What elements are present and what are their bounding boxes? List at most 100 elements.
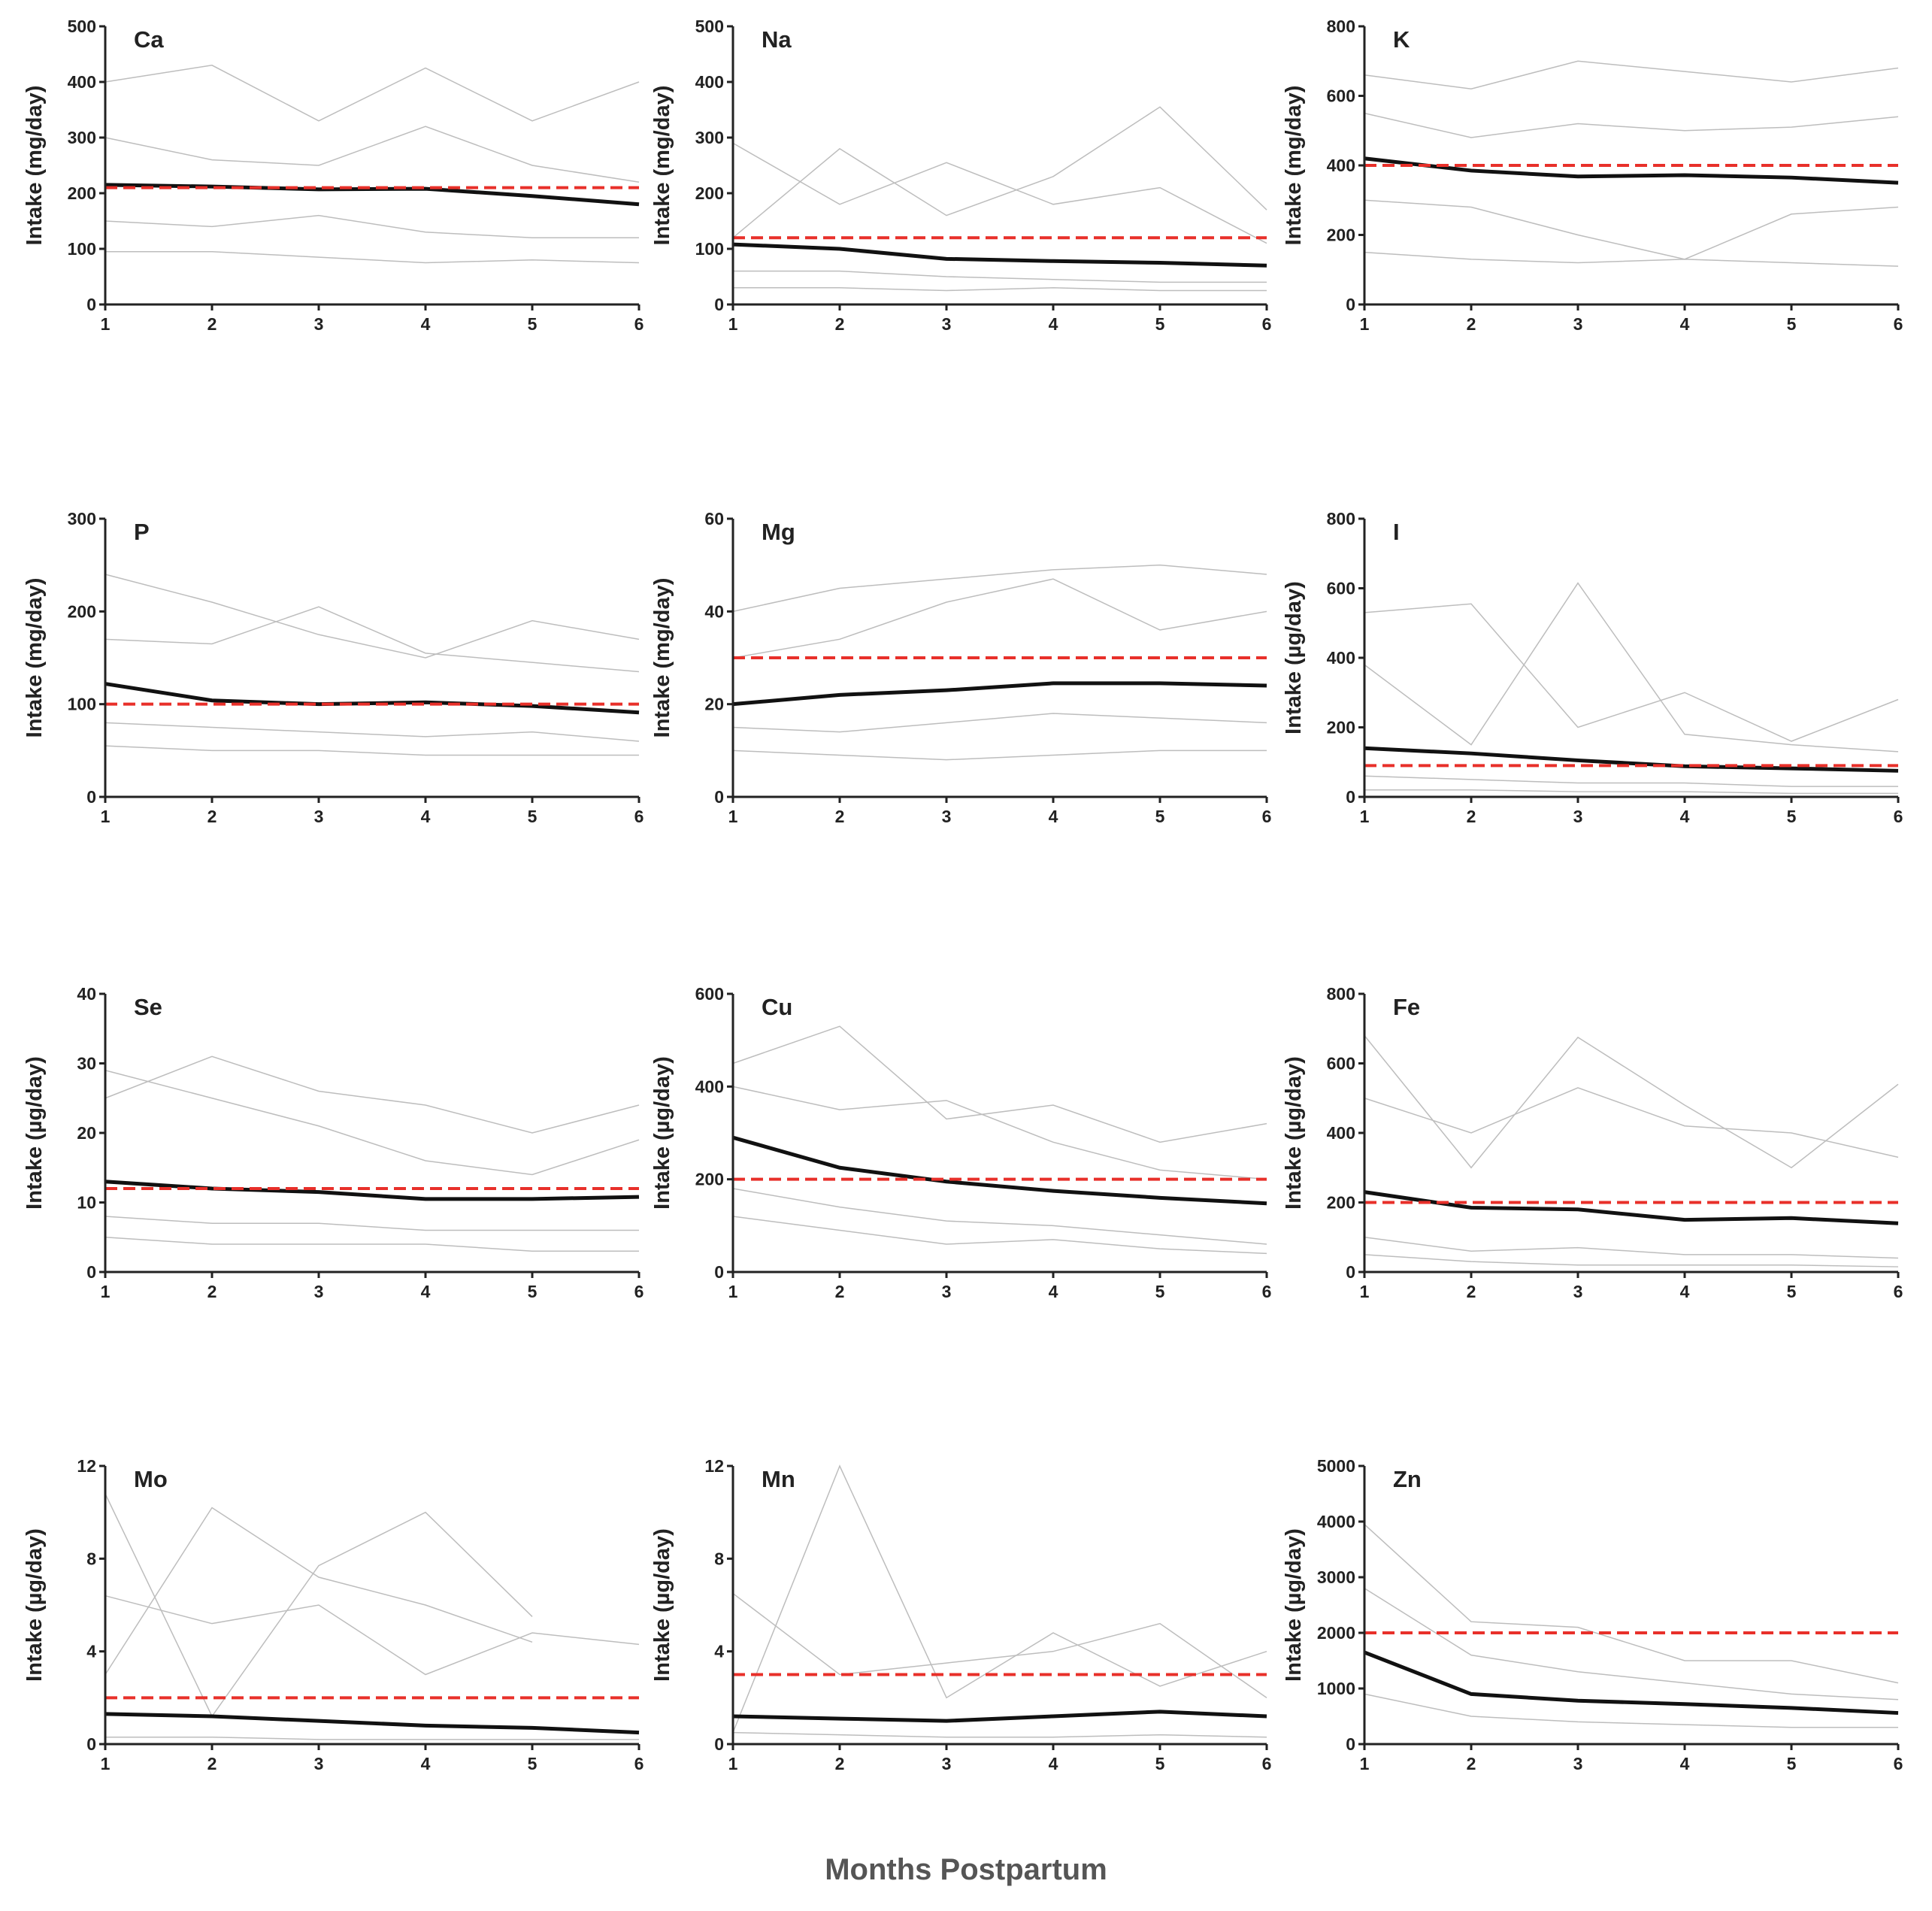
x-tick-label: 6 [634, 314, 644, 334]
series-line [1364, 1254, 1899, 1267]
series-line [104, 682, 640, 715]
series-line [1364, 775, 1898, 787]
x-tick-label: 1 [728, 1754, 738, 1773]
x-tick-label: 5 [528, 807, 538, 826]
y-tick-label: 600 [1327, 1054, 1355, 1074]
y-tick-label: 0 [86, 787, 96, 807]
series-line [732, 1464, 1267, 1733]
y-tick-label: 600 [1327, 579, 1355, 598]
x-tick-label: 2 [207, 1282, 217, 1301]
panel-title: Zn [1393, 1466, 1422, 1492]
panel-title: P [134, 519, 150, 545]
y-tick-label: 8 [714, 1549, 724, 1568]
series-line [104, 1055, 640, 1134]
y-tick-label: 200 [68, 601, 96, 621]
x-tick-label: 3 [942, 807, 952, 826]
x-tick-label: 4 [421, 807, 431, 826]
series-line [104, 1237, 639, 1252]
series-line [104, 1712, 640, 1735]
panel-title: I [1393, 519, 1400, 545]
y-tick-label: 0 [1346, 295, 1355, 314]
series-line [1364, 1190, 1899, 1225]
y-axis-label: Intake (µg/day) [1282, 581, 1306, 734]
y-tick-label: 30 [77, 1054, 96, 1074]
series-line [1364, 60, 1899, 90]
x-tick-label: 3 [314, 314, 324, 334]
x-tick-label: 6 [1262, 314, 1272, 334]
y-tick-label: 0 [714, 295, 724, 314]
x-tick-label: 3 [1573, 807, 1583, 826]
panel-title: Ca [134, 26, 164, 53]
x-tick-label: 5 [1787, 1754, 1797, 1773]
y-tick-label: 800 [1327, 509, 1355, 528]
x-tick-label: 3 [1573, 1754, 1583, 1773]
x-tick-label: 3 [314, 807, 324, 826]
series-line [104, 214, 639, 238]
panel-title: Mn [762, 1466, 795, 1492]
series-line [732, 564, 1267, 613]
x-tick-label: 5 [1787, 314, 1797, 334]
y-tick-label: 200 [695, 183, 724, 203]
x-tick-label: 1 [728, 807, 738, 826]
x-tick-label: 6 [1894, 1282, 1903, 1301]
y-axis-label: Intake (µg/day) [23, 1528, 47, 1682]
x-tick-label: 6 [634, 1754, 644, 1773]
panel-title: Fe [1393, 994, 1420, 1020]
series-line [1364, 1588, 1899, 1701]
x-tick-label: 2 [207, 807, 217, 826]
x-tick-label: 1 [728, 314, 738, 334]
x-tick-label: 6 [1894, 807, 1903, 826]
y-tick-label: 4 [714, 1642, 724, 1661]
x-tick-label: 5 [1787, 807, 1797, 826]
y-tick-label: 0 [86, 295, 96, 314]
series-line [104, 1595, 640, 1676]
y-tick-label: 2000 [1317, 1623, 1355, 1643]
series-line [732, 1086, 1267, 1180]
panel: 0 1000 2000 3000 4000 5000 1 2 3 4 5 6 Zn Intake (µg/… [1282, 1456, 1903, 1773]
series-line [732, 681, 1267, 707]
series-line [104, 745, 639, 756]
panel: 0 200 400 600 1 2 3 4 5 6 Cu Intake (µg/day) [650, 984, 1271, 1301]
panel-title: Se [134, 994, 162, 1020]
series-line [104, 1070, 640, 1176]
x-tick-label: 2 [1467, 1754, 1476, 1773]
panel: 0 100 200 300 400 500 1 2 3 4 5 6 Na Intake (mg/day) [650, 17, 1271, 334]
y-tick-label: 0 [714, 1734, 724, 1754]
series-line [1364, 1693, 1898, 1728]
series-line [732, 1592, 1267, 1698]
series-line [733, 270, 1267, 283]
x-tick-label: 1 [101, 1282, 111, 1301]
x-tick-label: 2 [1467, 807, 1476, 826]
series-line [732, 106, 1267, 238]
y-tick-label: 800 [1327, 17, 1355, 36]
y-tick-label: 20 [704, 695, 724, 714]
y-tick-label: 200 [695, 1170, 724, 1189]
y-axis-label: Intake (mg/day) [23, 86, 47, 246]
y-tick-label: 4 [86, 1642, 96, 1661]
x-tick-label: 6 [1894, 314, 1903, 334]
y-tick-label: 200 [1327, 226, 1355, 245]
x-tick-label: 3 [314, 1282, 324, 1301]
y-tick-label: 400 [1327, 156, 1355, 175]
y-tick-label: 60 [704, 509, 724, 528]
series-line [1364, 1087, 1899, 1158]
x-tick-label: 2 [207, 314, 217, 334]
y-tick-label: 1000 [1317, 1679, 1355, 1698]
y-tick-label: 800 [1327, 984, 1355, 1004]
y-axis-label: Intake (µg/day) [1282, 1528, 1306, 1682]
x-tick-label: 1 [101, 314, 111, 334]
y-axis-label: Intake (µg/day) [1282, 1056, 1306, 1210]
y-tick-label: 40 [704, 601, 724, 621]
y-tick-label: 300 [695, 128, 724, 147]
y-tick-label: 20 [77, 1123, 96, 1143]
series-line [732, 1025, 1267, 1143]
y-axis-label: Intake (µg/day) [650, 1056, 674, 1210]
x-tick-label: 4 [421, 1754, 431, 1773]
x-tick-label: 6 [1262, 1754, 1272, 1773]
x-tick-label: 2 [1467, 314, 1476, 334]
x-tick-label: 4 [1680, 1282, 1690, 1301]
x-tick-label: 6 [1262, 1282, 1272, 1301]
x-tick-label: 5 [528, 314, 538, 334]
series-line [1364, 1035, 1899, 1169]
